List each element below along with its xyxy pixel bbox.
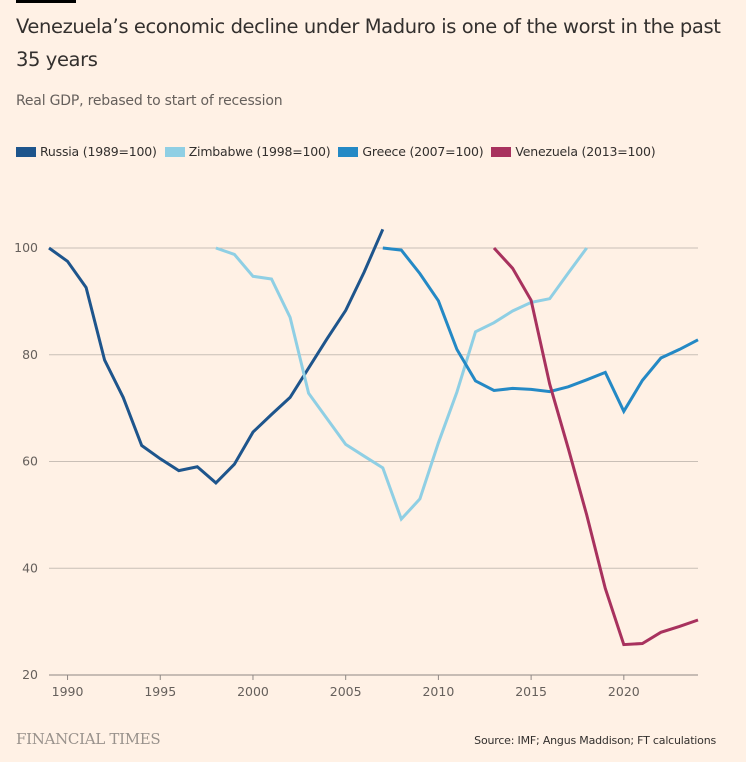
legend-swatch-venezuela — [491, 146, 512, 157]
y-tick-label-100: 100 — [14, 240, 38, 255]
legend-label-venezuela: Venezuela (2013=100) — [515, 144, 656, 159]
x-tick-label-2015: 2015 — [515, 684, 547, 699]
y-tick-label-40: 40 — [22, 560, 38, 575]
legend-label-russia: Russia (1989=100) — [40, 144, 157, 159]
series-line-venezuela — [492, 246, 699, 647]
x-tick-label-2000: 2000 — [237, 684, 269, 699]
series-line-russia — [48, 228, 385, 485]
y-tick-label-20: 20 — [22, 667, 38, 682]
legend-item-russia: Russia (1989=100) — [16, 144, 157, 159]
y-axis: 20 40 60 80 100 — [14, 240, 38, 682]
y-tick-label-60: 60 — [22, 454, 38, 469]
y-tick-label-80: 80 — [22, 347, 38, 362]
series-line-zimbabwe — [215, 246, 588, 522]
chart-title: Venezuela’s economic decline under Madur… — [16, 15, 721, 71]
source-note: Source: IMF; Angus Maddison; FT calculat… — [474, 734, 716, 747]
chart-subtitle: Real GDP, rebased to start of recession — [16, 93, 283, 109]
series-line-greece — [382, 246, 699, 415]
legend-item-greece: Greece (2007=100) — [338, 144, 484, 159]
legend-swatch-greece — [338, 146, 359, 157]
legend-item-zimbabwe: Zimbabwe (1998=100) — [164, 144, 331, 159]
x-tick-label-2005: 2005 — [330, 684, 362, 699]
legend-swatch-russia — [16, 146, 36, 157]
x-tick-label-1995: 1995 — [144, 684, 176, 699]
ft-logo: FINANCIAL TIMES — [16, 730, 161, 748]
x-tick-label-1990: 1990 — [52, 684, 84, 699]
legend-item-venezuela: Venezuela (2013=100) — [491, 144, 656, 159]
gridlines — [49, 247, 698, 676]
legend-swatch-zimbabwe — [164, 146, 185, 157]
series-lines — [48, 228, 699, 647]
x-axis: 1990 1995 2000 2005 2010 2015 2020 — [52, 675, 640, 699]
legend: Russia (1989=100) Zimbabwe (1998=100) Gr… — [16, 144, 656, 159]
x-tick-label-2020: 2020 — [608, 684, 640, 699]
legend-label-greece: Greece (2007=100) — [362, 144, 484, 159]
x-tick-label-2010: 2010 — [422, 684, 454, 699]
ft-top-bar — [16, 0, 76, 3]
legend-label-zimbabwe: Zimbabwe (1998=100) — [188, 144, 331, 159]
